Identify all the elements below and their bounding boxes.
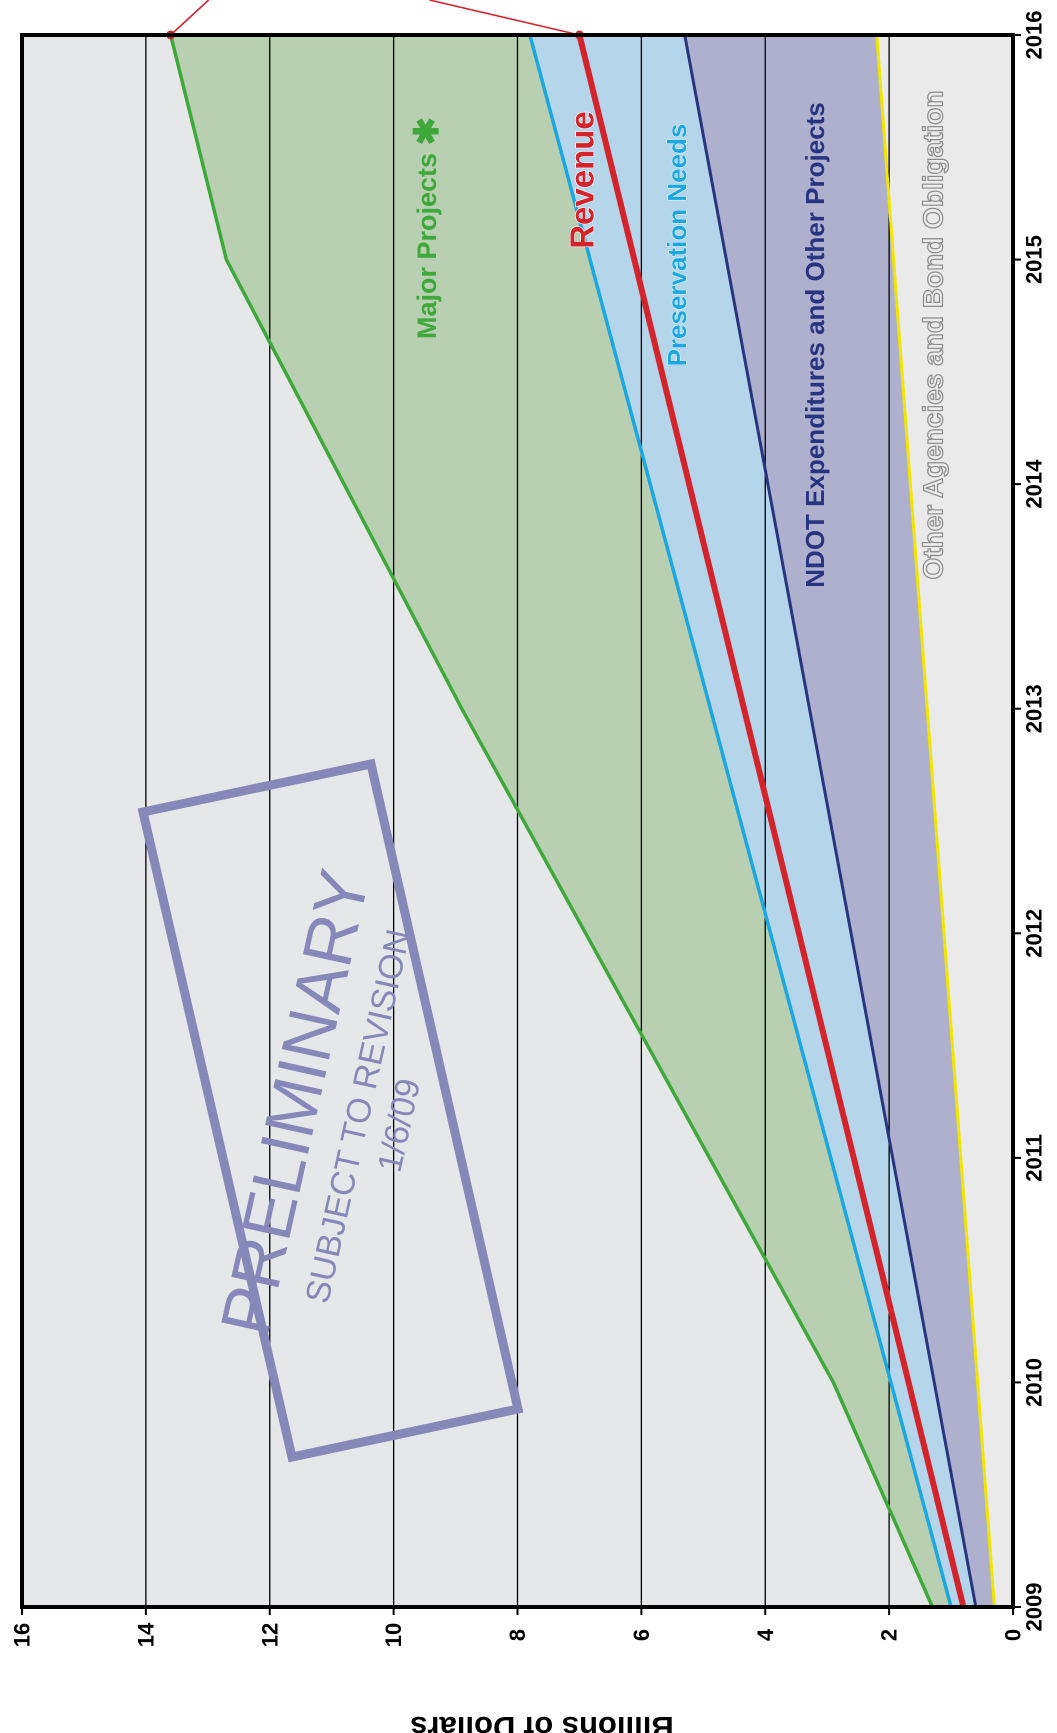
label-major-projects: Major Projects ✱ [408,117,446,339]
y-tick-label: 6 [629,1629,654,1641]
x-tick-label: 2013 [1022,684,1047,733]
label-other-agencies: Other Agencies and Bond Obligation [918,91,949,580]
line-preservation-needs [528,34,953,1608]
x-tick-label: 2011 [1022,1134,1047,1182]
y-tick-label: 10 [381,1623,406,1647]
y-tick-label: 8 [505,1629,530,1641]
line-major-projects [168,34,935,1608]
x-tick-label: 2016 [1022,11,1047,60]
callout-line [429,0,580,36]
stamp-border [137,758,524,1463]
axis-labels: 2009 2010 2011 2012 2013 2014 2015 2016 0 2 4 6 8 10 1… [10,11,1047,1648]
band-major-projects [170,35,952,1607]
y-tick-label: 16 [10,1623,35,1647]
x-tick-label: 2015 [1022,235,1047,284]
label-ndot-expenditures: NDOT Expenditures and Other Projects [800,102,830,587]
y-tick-label: 12 [257,1623,282,1647]
y-tick-label: 14 [133,1622,158,1647]
y-axis-label: Billions of Dollars [410,1710,674,1733]
x-tick-label: 2014 [1022,459,1047,509]
y-tick-label: 0 [1001,1629,1026,1641]
y-tick-label: 4 [753,1628,778,1641]
line-other-agencies [875,34,996,1608]
x-tick-label: 2009 [1022,1583,1047,1632]
line-ndot-expenditures [683,34,978,1608]
label-revenue: Revenue [564,111,601,249]
line-revenue [576,34,967,1608]
x-tick-label: 2010 [1022,1358,1047,1407]
band-ndot-expenditures [684,35,995,1607]
y-tick-label: 2 [877,1629,902,1641]
callout-line [170,0,210,36]
major-projects-asterisk: ✱ [408,117,446,146]
label-preservation-needs: Preservation Needs [662,124,692,367]
band-other-agencies [876,35,1013,1607]
x-tick-label: 2012 [1022,909,1047,958]
plot-area: Major Projects ✱ Revenue Preservation Need… [20,0,1015,1609]
